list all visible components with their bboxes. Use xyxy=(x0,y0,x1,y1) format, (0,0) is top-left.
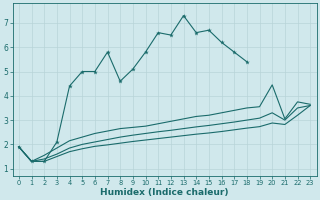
X-axis label: Humidex (Indice chaleur): Humidex (Indice chaleur) xyxy=(100,188,229,197)
